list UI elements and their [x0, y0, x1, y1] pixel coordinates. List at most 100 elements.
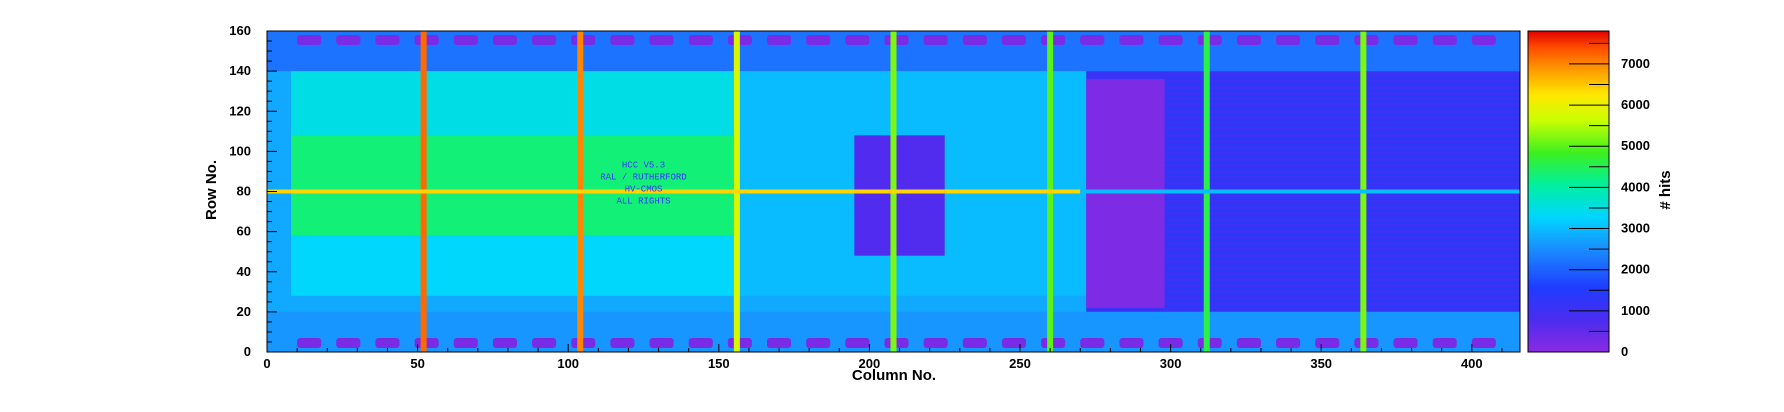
bond-pad-bottom — [649, 337, 674, 348]
z-tick-label: 2000 — [1621, 262, 1650, 277]
array-row-stripe — [1164, 293, 1520, 296]
array-row-stripe — [1164, 149, 1520, 152]
z-tick-label: 1000 — [1621, 303, 1650, 318]
x-axis: 0 50 100 150 200 250 300 350 400 — [263, 344, 1503, 371]
bond-pad-top — [1471, 35, 1496, 46]
plot-area: HCC V5.3 RAL / RUTHERFORD HV-CMOS ALL RIGHT… — [267, 31, 1520, 352]
y-tick-label: 40 — [237, 264, 251, 279]
chip-marking-label: RAL / RUTHERFORD — [600, 172, 686, 182]
bond-pad-top — [336, 35, 361, 46]
bond-pad-bottom — [1315, 337, 1340, 348]
bond-pad-bottom — [336, 337, 361, 348]
color-scale — [1527, 30, 1610, 353]
bond-pad-bottom — [375, 337, 400, 348]
array-row-stripe — [1164, 83, 1520, 86]
bond-pad-bottom — [453, 337, 478, 348]
array-row-stripe — [1164, 209, 1520, 212]
array-row-stripe — [1164, 239, 1520, 242]
z-tick-label: 0 — [1621, 344, 1628, 359]
bond-pad-bottom — [1432, 337, 1457, 348]
bond-pad-top — [1393, 35, 1418, 46]
array-row-stripe — [1164, 257, 1520, 260]
heatmap-region-right-dense — [1086, 79, 1165, 308]
bond-pad-bottom — [1236, 337, 1261, 348]
x-tick-label: 0 — [263, 356, 270, 371]
color-scale-bar — [1527, 30, 1610, 353]
bond-pad-bottom — [766, 337, 792, 348]
bond-pad-top — [297, 35, 322, 46]
bond-pad-top — [1080, 35, 1105, 46]
bond-pad-bottom — [1119, 337, 1144, 348]
x-tick-label: 150 — [708, 356, 730, 371]
y-tick-label: 120 — [229, 103, 251, 118]
array-row-stripe — [1164, 95, 1520, 98]
x-tick-label: 400 — [1461, 356, 1483, 371]
array-row-stripe — [1164, 113, 1520, 116]
z-tick-label: 5000 — [1621, 138, 1650, 153]
z-tick-label: 3000 — [1621, 221, 1650, 236]
bond-pad-top — [453, 35, 478, 46]
array-row-stripe — [1164, 137, 1520, 140]
bond-pad-bottom — [688, 337, 713, 348]
z-axis: 0 1000 2000 3000 4000 5000 6000 7000 — [1569, 42, 1650, 359]
array-row-stripe — [1164, 155, 1520, 158]
y-tick-label: 80 — [237, 184, 251, 199]
array-row-stripe — [1164, 77, 1520, 80]
array-row-stripe — [1164, 269, 1520, 272]
bond-pad-top — [923, 35, 948, 46]
x-axis-title: Column No. — [852, 367, 936, 384]
bond-pad-top — [845, 35, 870, 46]
array-row-stripe — [1164, 203, 1520, 206]
heatmap-region-left-lower — [291, 235, 734, 296]
x-tick-label: 100 — [557, 356, 579, 371]
array-row-stripe — [1164, 275, 1520, 278]
bond-pad-bottom — [962, 337, 987, 348]
array-row-stripe — [1164, 251, 1520, 254]
array-row-stripe — [1164, 125, 1520, 128]
bond-pad-bottom — [1158, 337, 1183, 348]
chip-marking-label: ALL RIGHTS — [616, 197, 670, 207]
array-row-stripe — [1164, 233, 1520, 236]
bond-pad-top — [766, 35, 792, 46]
bond-pad-bottom — [1080, 337, 1105, 348]
bond-pad-top — [492, 35, 517, 46]
array-row-stripe — [1164, 161, 1520, 164]
bond-pad-top — [1158, 35, 1183, 46]
bond-pad-bottom — [1393, 337, 1418, 348]
bond-pad-top — [1236, 35, 1261, 46]
x-tick-label: 300 — [1160, 356, 1182, 371]
array-row-stripe — [1164, 287, 1520, 290]
y-tick-label: 160 — [229, 23, 251, 38]
y-tick-label: 140 — [229, 63, 251, 78]
bond-pad-bottom — [297, 337, 322, 348]
bond-pad-bottom — [610, 337, 635, 348]
bond-pad-top — [962, 35, 987, 46]
array-row-stripe — [1164, 131, 1520, 134]
bond-pad-bottom — [1471, 337, 1496, 348]
y-axis: 0 20 40 60 80 100 120 140 160 — [229, 23, 277, 359]
chip-marking-label: HV-CMOS — [625, 185, 663, 195]
array-row-stripe — [1164, 143, 1520, 146]
bond-pad-top — [688, 35, 713, 46]
bond-pad-top — [1276, 35, 1301, 46]
bond-pad-top — [806, 35, 831, 46]
z-tick-label: 4000 — [1621, 179, 1650, 194]
array-row-stripe — [1164, 173, 1520, 176]
x-tick-label: 200 — [859, 356, 881, 371]
array-row-stripe — [1164, 227, 1520, 230]
bond-pad-top — [1001, 35, 1027, 46]
z-axis-title: # hits — [1657, 170, 1674, 209]
bond-pad-bottom — [532, 337, 557, 348]
array-row-stripe — [1164, 305, 1520, 308]
z-tick-label: 6000 — [1621, 97, 1650, 112]
bond-pad-bottom — [492, 337, 517, 348]
x-tick-label: 50 — [410, 356, 424, 371]
bond-pad-top — [610, 35, 635, 46]
x-tick-label: 250 — [1009, 356, 1031, 371]
array-row-stripe — [1164, 281, 1520, 284]
bond-pad-bottom — [1001, 337, 1027, 348]
x-tick-label: 350 — [1310, 356, 1332, 371]
array-row-stripe — [1164, 215, 1520, 218]
y-tick-label: 100 — [229, 143, 251, 158]
